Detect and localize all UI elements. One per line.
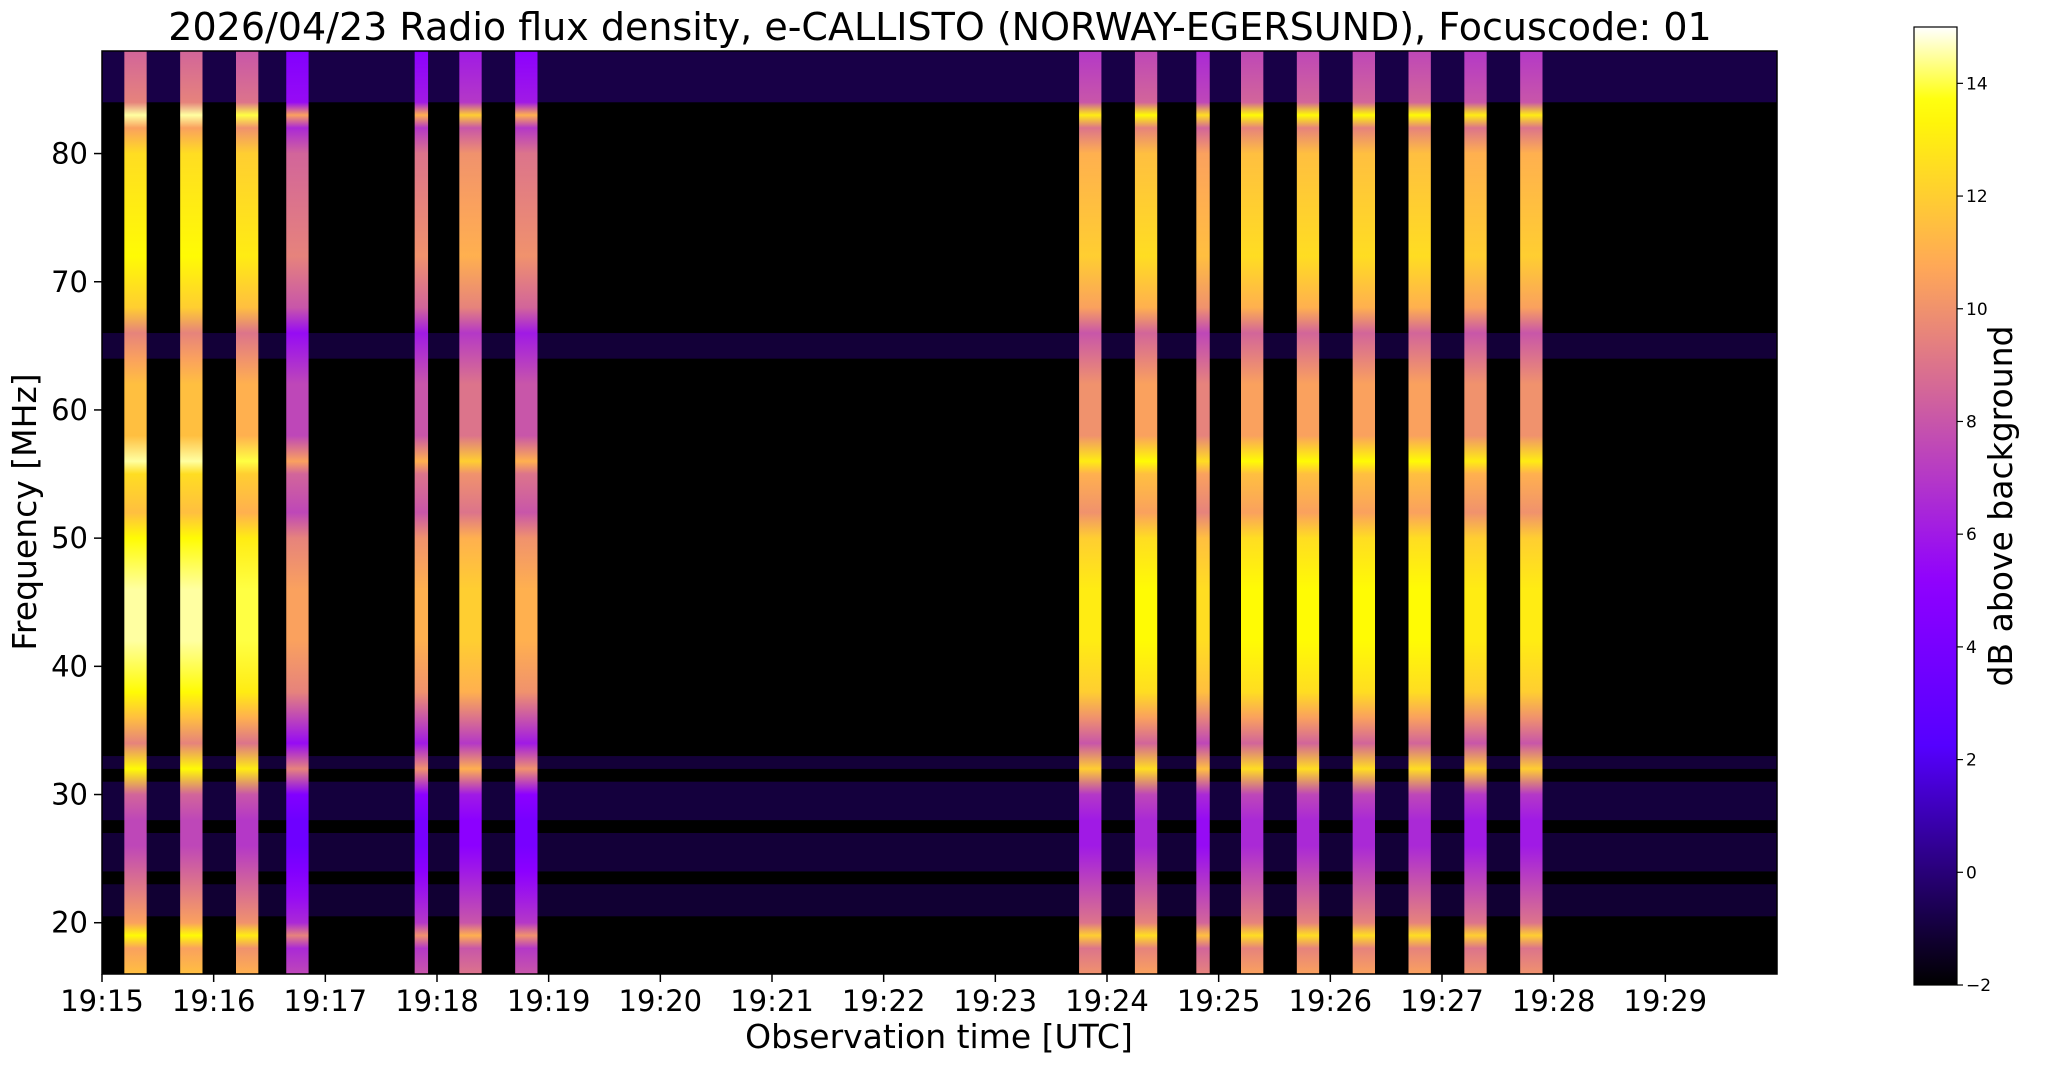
colorbar-tick-label: 8 [1966, 412, 1977, 432]
burst-column [459, 51, 482, 974]
x-tick: 19:16 [172, 974, 256, 1018]
burst-column [1520, 51, 1543, 974]
colorbar-tick: −2 [1957, 976, 1991, 996]
x-tick: 19:26 [1289, 974, 1373, 1018]
colorbar-tick: 2 [1957, 751, 1977, 771]
burst-column [180, 51, 203, 974]
colorbar-tick: 10 [1957, 300, 1988, 320]
x-axis-label: Observation time [UTC] [745, 1017, 1133, 1056]
plot-background [102, 51, 1777, 974]
x-tick-label: 19:21 [730, 984, 814, 1018]
y-tick: 50 [51, 521, 102, 555]
x-tick-label: 19:27 [1400, 984, 1484, 1018]
colorbar-tick-label: 2 [1966, 751, 1977, 771]
colorbar-tick-label: 12 [1966, 187, 1988, 207]
colorbar-tick: 14 [1957, 74, 1988, 94]
burst-column [414, 51, 429, 974]
colorbar-bar [1913, 26, 1958, 986]
x-tick: 19:23 [954, 974, 1038, 1018]
burst-column [1241, 51, 1264, 974]
colorbar-tick-label: 6 [1966, 525, 1977, 545]
x-tick: 19:18 [395, 974, 479, 1018]
x-tick-label: 19:23 [954, 984, 1038, 1018]
burst-column [1134, 51, 1158, 974]
x-tick: 19:24 [1065, 974, 1149, 1018]
y-tick-label: 80 [51, 137, 88, 171]
y-tick-label: 20 [51, 906, 88, 940]
colorbar-tick-label: 10 [1966, 300, 1988, 320]
x-tick-label: 19:18 [395, 984, 479, 1018]
y-tick-label: 50 [51, 521, 88, 555]
background-band [102, 51, 1777, 103]
colorbar-tick-label: 0 [1966, 863, 1977, 883]
burst-column [286, 51, 309, 974]
burst-column [236, 51, 259, 974]
colorbar-tick: 4 [1957, 638, 1977, 658]
x-tick: 19:28 [1512, 974, 1596, 1018]
x-tick-label: 19:20 [619, 984, 703, 1018]
y-tick-label: 70 [51, 265, 88, 299]
colorbar-tick: 12 [1957, 187, 1988, 207]
burst-column [1408, 51, 1431, 974]
chart-title: 2026/04/23 Radio flux density, e-CALLIST… [168, 5, 1711, 49]
x-tick-label: 19:16 [172, 984, 256, 1018]
x-tick-label: 19:29 [1624, 984, 1708, 1018]
colorbar-tick: 0 [1957, 863, 1977, 883]
x-tick: 19:19 [507, 974, 591, 1018]
y-axis-ticks: 20 30 40 50 60 70 80 [51, 137, 102, 940]
burst-column [1296, 51, 1320, 974]
burst-column [1079, 51, 1102, 974]
x-tick-label: 19:19 [507, 984, 591, 1018]
y-tick: 60 [51, 393, 102, 427]
burst-column [1196, 51, 1210, 974]
y-tick: 30 [51, 778, 102, 812]
x-tick-label: 19:15 [60, 984, 144, 1018]
colorbar-tick-label: 4 [1966, 638, 1977, 658]
burst-column [1352, 51, 1375, 974]
background-band [102, 333, 1777, 359]
plot-area [102, 51, 1777, 974]
x-axis-ticks: 19:15 19:16 19:17 19:18 19:19 19:20 19:21 19:22… [60, 974, 1707, 1018]
y-tick-label: 40 [51, 649, 88, 683]
y-tick-label: 30 [51, 778, 88, 812]
x-tick: 19:17 [284, 974, 368, 1018]
y-tick: 20 [51, 906, 102, 940]
plot-frame [101, 50, 1778, 975]
burst-columns [124, 51, 1543, 974]
background-band [102, 884, 1777, 917]
x-tick: 19:21 [730, 974, 814, 1018]
colorbar-tick-label: 14 [1966, 74, 1988, 94]
colorbar-tick: 8 [1957, 412, 1977, 432]
burst-column [124, 51, 147, 974]
colorbar-label: dB above background [1981, 326, 2020, 687]
x-tick-label: 19:26 [1289, 984, 1373, 1018]
background-band [102, 832, 1777, 872]
x-tick-label: 19:17 [284, 984, 368, 1018]
x-tick-label: 19:24 [1065, 984, 1149, 1018]
x-tick-label: 19:25 [1177, 984, 1261, 1018]
x-tick: 19:27 [1400, 974, 1484, 1018]
y-tick-label: 60 [51, 393, 88, 427]
y-axis-label: Frequency [MHz] [5, 373, 44, 650]
x-tick: 19:22 [842, 974, 926, 1018]
x-tick-label: 19:22 [842, 984, 926, 1018]
burst-column [1464, 51, 1487, 974]
x-tick: 19:15 [60, 974, 144, 1018]
x-tick: 19:25 [1177, 974, 1261, 1018]
x-tick: 19:29 [1624, 974, 1708, 1018]
colorbar-tick: 6 [1957, 525, 1977, 545]
burst-column [515, 51, 538, 974]
x-tick-label: 19:28 [1512, 984, 1596, 1018]
y-tick: 40 [51, 649, 102, 683]
colorbar-ticks: −2 0 2 4 6 8 10 12 14 [1957, 74, 1991, 996]
colorbar: −2 0 2 4 6 8 10 12 14 dB above background [1913, 26, 2020, 996]
colorbar-tick-label: −2 [1966, 976, 1991, 996]
x-tick: 19:20 [619, 974, 703, 1018]
background-band [102, 781, 1777, 821]
y-tick: 70 [51, 265, 102, 299]
y-tick: 80 [51, 137, 102, 171]
